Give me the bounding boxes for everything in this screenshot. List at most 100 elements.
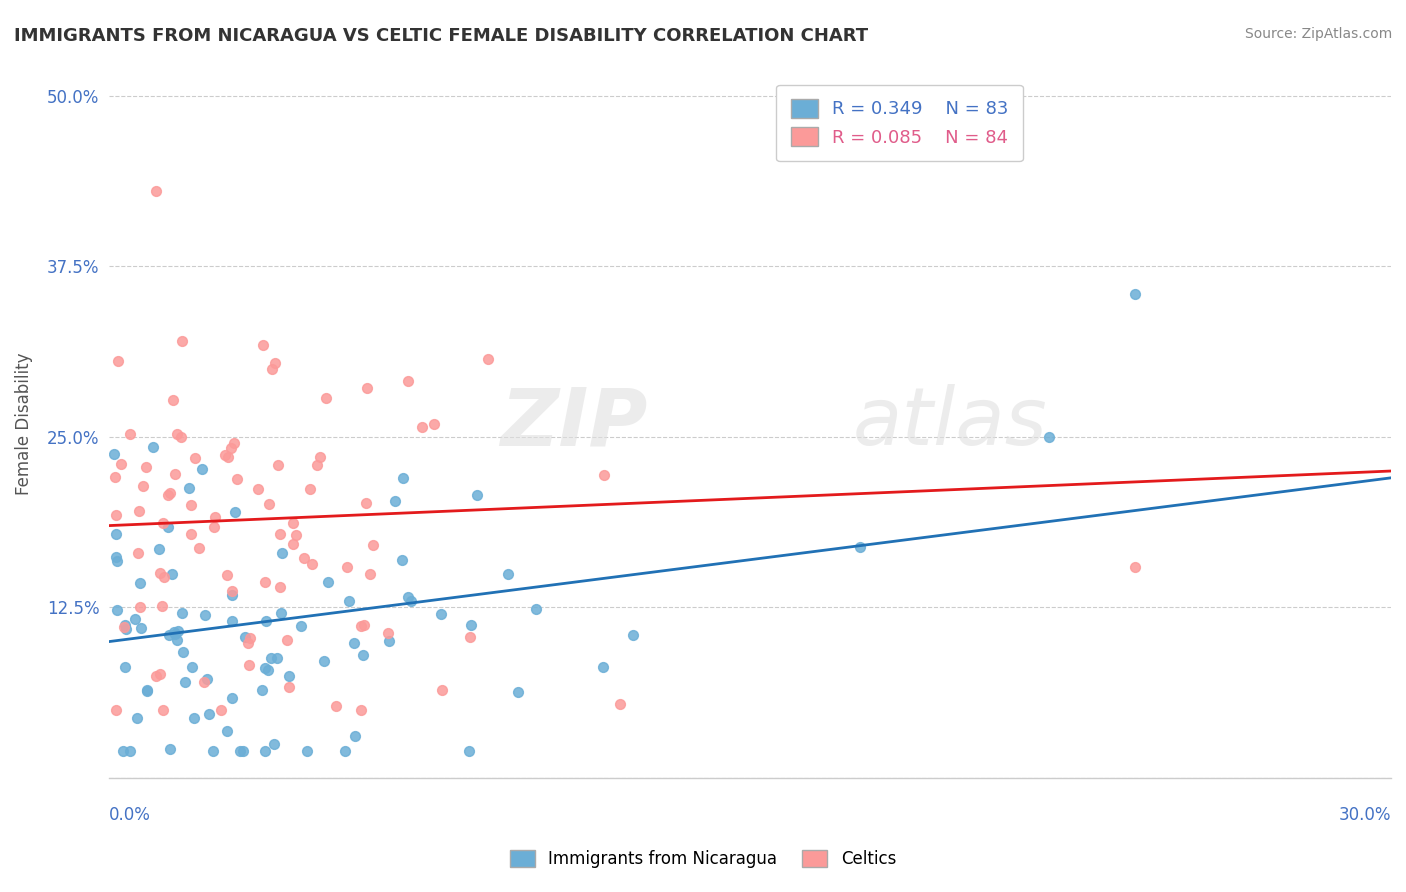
Point — [221, 690, 243, 705]
Point — [430, 607, 453, 621]
Point — [392, 470, 415, 484]
Point — [136, 683, 159, 698]
Point — [301, 557, 323, 571]
Point — [145, 184, 167, 198]
Point — [105, 526, 128, 541]
Point — [254, 574, 277, 589]
Point — [221, 441, 243, 455]
Point — [180, 527, 202, 541]
Point — [114, 618, 136, 632]
Point — [107, 603, 129, 617]
Point — [269, 580, 291, 594]
Point — [411, 419, 433, 434]
Point — [190, 461, 212, 475]
Point — [260, 361, 283, 376]
Point — [148, 666, 170, 681]
Text: ZIP: ZIP — [501, 384, 648, 462]
Point — [238, 657, 260, 672]
Point — [224, 435, 246, 450]
Point — [263, 737, 285, 751]
Point — [217, 724, 239, 739]
Point — [181, 660, 204, 674]
Point — [269, 527, 291, 541]
Point — [458, 630, 481, 644]
Point — [132, 479, 155, 493]
Point — [353, 617, 375, 632]
Point — [149, 566, 172, 581]
Point — [152, 703, 174, 717]
Point — [110, 457, 132, 471]
Point — [157, 628, 180, 642]
Point — [260, 651, 283, 665]
Point — [349, 619, 371, 633]
Point — [105, 550, 128, 565]
Point — [432, 682, 454, 697]
Point — [477, 351, 499, 366]
Point — [209, 703, 232, 717]
Point — [202, 520, 225, 534]
Point — [377, 626, 399, 640]
Point — [195, 672, 218, 686]
Point — [129, 621, 152, 635]
Point — [152, 570, 174, 584]
Point — [295, 744, 318, 758]
Legend: R = 0.349    N = 83, R = 0.085    N = 84: R = 0.349 N = 83, R = 0.085 N = 84 — [776, 85, 1024, 161]
Point — [312, 653, 335, 667]
Point — [103, 447, 125, 461]
Point — [170, 607, 193, 621]
Point — [337, 594, 360, 608]
Point — [145, 669, 167, 683]
Point — [163, 625, 186, 640]
Point — [238, 636, 260, 650]
Point — [104, 470, 127, 484]
Text: IMMIGRANTS FROM NICARAGUA VS CELTIC FEMALE DISABILITY CORRELATION CHART: IMMIGRANTS FROM NICARAGUA VS CELTIC FEMA… — [14, 27, 868, 45]
Point — [254, 614, 277, 628]
Point — [107, 354, 129, 368]
Point — [224, 505, 246, 519]
Point — [465, 488, 488, 502]
Text: atlas: atlas — [852, 384, 1047, 462]
Point — [193, 675, 215, 690]
Point — [359, 566, 381, 581]
Point — [104, 508, 127, 522]
Point — [214, 449, 236, 463]
Point — [508, 684, 530, 698]
Point — [217, 450, 239, 464]
Point — [276, 633, 298, 648]
Point — [271, 545, 294, 559]
Point — [458, 744, 481, 758]
Point — [609, 698, 631, 712]
Point — [170, 334, 193, 349]
Point — [194, 607, 217, 622]
Point — [378, 634, 401, 648]
Point — [278, 680, 301, 694]
Point — [253, 744, 276, 758]
Point — [315, 391, 337, 405]
Point — [152, 516, 174, 530]
Point — [127, 711, 149, 725]
Point — [391, 552, 413, 566]
Point — [115, 622, 138, 636]
Point — [148, 542, 170, 557]
Point — [179, 481, 201, 495]
Point — [352, 648, 374, 662]
Point — [239, 631, 262, 645]
Point — [316, 574, 339, 589]
Point — [157, 488, 180, 502]
Point — [202, 744, 225, 758]
Point — [342, 636, 364, 650]
Point — [221, 588, 243, 602]
Text: Source: ZipAtlas.com: Source: ZipAtlas.com — [1244, 27, 1392, 41]
Point — [198, 707, 221, 722]
Point — [142, 440, 165, 454]
Point — [172, 645, 194, 659]
Point — [524, 602, 547, 616]
Point — [344, 729, 367, 743]
Point — [1123, 559, 1146, 574]
Point — [166, 633, 188, 648]
Point — [325, 699, 347, 714]
Point — [284, 528, 307, 542]
Point — [399, 594, 422, 608]
Point — [124, 612, 146, 626]
Point — [180, 498, 202, 512]
